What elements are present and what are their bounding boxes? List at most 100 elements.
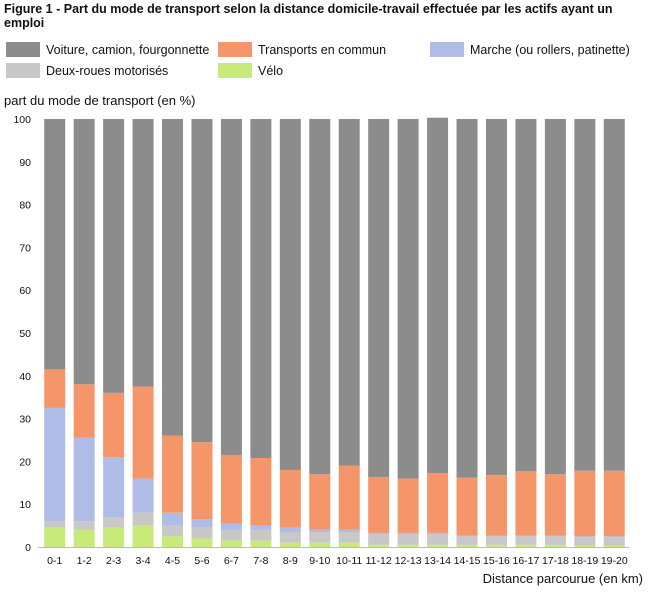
bar-segment: [456, 544, 478, 547]
bar-segment: [427, 534, 449, 545]
bar-segment: [515, 536, 537, 545]
bar-segment: [456, 477, 478, 536]
x-tick-label: 15-16: [483, 555, 510, 567]
bar-segment: [220, 540, 242, 547]
bar-segment: [73, 529, 95, 547]
bar-segment: [544, 119, 566, 475]
legend-item-walk: Marche (ou rollers, patinette): [430, 42, 630, 57]
bar-segment: [368, 532, 390, 535]
bar-segment: [456, 119, 478, 478]
legend-swatch-walk: [430, 42, 464, 57]
bar-segment: [544, 544, 566, 547]
legend-label-bike: Vélo: [258, 63, 284, 78]
y-tick-label: 10: [19, 499, 31, 511]
legend-item-moto: Deux-roues motorisés: [6, 63, 168, 78]
bar-segment: [103, 527, 125, 547]
bar-segment: [309, 529, 331, 533]
bar-segment: [574, 470, 596, 537]
bar-segment: [191, 538, 213, 547]
x-tick-label: 16-17: [512, 555, 539, 567]
bar-segment: [368, 119, 390, 478]
y-tick-label: 60: [19, 285, 31, 297]
bar-segment: [485, 544, 507, 547]
y-tick-label: 90: [19, 157, 31, 169]
bar-segment: [427, 117, 449, 473]
x-tick-label: 6-7: [224, 555, 239, 567]
bar-segment: [132, 386, 154, 479]
bar-segment: [515, 544, 537, 547]
bar-segment: [250, 540, 272, 547]
bar-segment: [603, 545, 625, 547]
bar-segment: [73, 119, 95, 385]
bar-segment: [603, 119, 625, 471]
bar-segment: [427, 472, 449, 533]
bar-segment: [603, 536, 625, 538]
bar-segment: [191, 119, 213, 443]
bar-segment: [397, 544, 419, 547]
y-tick-label: 20: [19, 456, 31, 468]
bar-segment: [603, 537, 625, 546]
y-tick-label: 50: [19, 328, 31, 340]
bar-segment: [485, 536, 507, 545]
bar-segment: [574, 536, 596, 538]
bar-segment: [103, 119, 125, 393]
bar-segment: [397, 478, 419, 533]
x-tick-label: 17-18: [542, 555, 569, 567]
x-tick-label: 4-5: [165, 555, 180, 567]
bar-segment: [515, 535, 537, 537]
legend-label-moto: Deux-roues motorisés: [46, 63, 169, 78]
bar-segment: [279, 469, 301, 528]
bar-segment: [279, 119, 301, 470]
bar-segment: [73, 384, 95, 438]
bar-segment: [574, 545, 596, 547]
bar-segment: [103, 457, 125, 518]
bar-segment: [574, 537, 596, 546]
bar-segment: [250, 529, 272, 541]
bar-segment: [162, 525, 184, 537]
legend-item-bike: Vélo: [218, 63, 283, 78]
x-tick-label: 12-13: [395, 555, 422, 567]
bar-segment: [427, 544, 449, 547]
bar-segment: [132, 478, 154, 513]
legend-label-car: Voiture, camion, fourgonnette: [46, 42, 210, 57]
bar-segment: [44, 407, 66, 522]
x-tick-label: 19-20: [601, 555, 628, 567]
x-tick-label: 8-9: [283, 555, 298, 567]
bar-segment: [162, 512, 184, 526]
x-tick-label: 2-3: [106, 555, 121, 567]
bar-segment: [191, 442, 213, 520]
bar-segment: [191, 519, 213, 528]
bar-segment: [220, 529, 242, 541]
bar-segment: [250, 119, 272, 458]
legend-item-car: Voiture, camion, fourgonnette: [6, 42, 209, 57]
x-axis-label: Distance parcourue (en km): [482, 571, 643, 586]
x-tick-label: 10-11: [336, 555, 362, 567]
bar-segment: [397, 532, 419, 535]
x-tick-label: 3-4: [135, 555, 150, 567]
bar-segment: [368, 534, 390, 545]
bar-segment: [368, 477, 390, 533]
bar-segment: [162, 119, 184, 436]
bar-segment: [574, 119, 596, 471]
y-tick-label: 30: [19, 414, 31, 426]
bar-segment: [456, 536, 478, 545]
bar-segment: [103, 517, 125, 528]
bar-segment: [44, 521, 66, 528]
bar-segment: [338, 119, 360, 466]
bar-segment: [162, 536, 184, 547]
x-tick-label: 11-12: [366, 555, 392, 567]
bar-segment: [397, 119, 419, 479]
x-tick-label: 14-15: [454, 555, 481, 567]
bar-segment: [103, 392, 125, 458]
bar-segment: [279, 527, 301, 533]
y-tick-label: 0: [25, 542, 31, 554]
bar-segment: [250, 525, 272, 530]
x-tick-label: 5-6: [194, 555, 209, 567]
bar-segment: [44, 527, 66, 547]
bar-segment: [603, 470, 625, 537]
chart-title: Figure 1 - Part du mode de transport sel…: [4, 2, 613, 30]
legend-swatch-transit: [218, 42, 252, 57]
bar-segment: [456, 535, 478, 537]
bar-segment: [220, 454, 242, 524]
